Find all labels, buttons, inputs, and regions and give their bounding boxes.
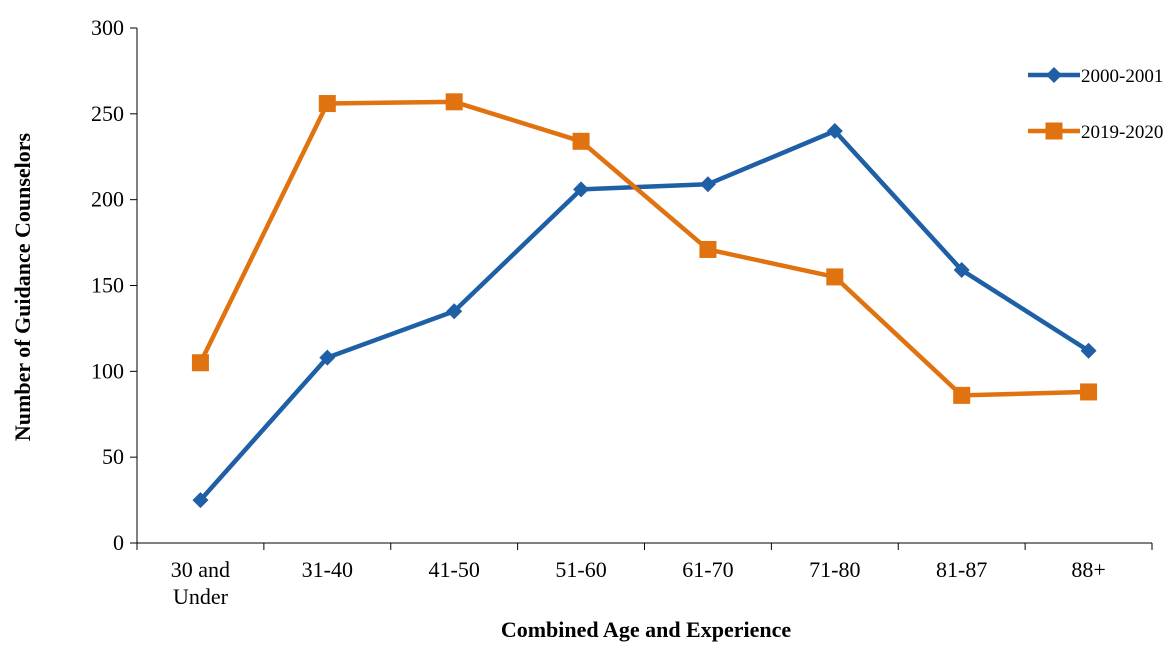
series-1 bbox=[192, 123, 1097, 509]
data-point-square bbox=[572, 132, 590, 150]
data-point-square bbox=[318, 95, 336, 113]
data-point-square bbox=[953, 386, 971, 404]
x-tick-label: 61-70 bbox=[682, 557, 733, 582]
data-point-square bbox=[699, 240, 717, 258]
y-axis-title: Number of Guidance Counselors bbox=[10, 132, 35, 441]
x-tick-label: 71-80 bbox=[809, 557, 860, 582]
legend-item: 2019-2020 bbox=[1028, 122, 1163, 143]
data-point-diamond bbox=[826, 123, 843, 139]
y-tick-label: 300 bbox=[91, 15, 124, 40]
y-tick-label: 50 bbox=[102, 444, 124, 469]
data-point-square bbox=[1045, 122, 1063, 140]
data-point-diamond bbox=[573, 181, 590, 198]
legend-label: 2000-2001 bbox=[1081, 66, 1163, 87]
data-point-diamond bbox=[192, 492, 209, 509]
x-tick-label: 51-60 bbox=[555, 557, 606, 582]
y-tick-label: 150 bbox=[91, 273, 124, 298]
series-2 bbox=[191, 93, 1098, 404]
series-group bbox=[191, 93, 1098, 509]
x-tick-label: 88+ bbox=[1071, 557, 1105, 582]
series-line bbox=[198, 128, 1090, 502]
data-point-square bbox=[191, 354, 209, 372]
legend-label: 2019-2020 bbox=[1081, 122, 1163, 143]
data-point-diamond bbox=[699, 176, 716, 193]
data-point-diamond bbox=[1080, 342, 1097, 359]
data-point-diamond bbox=[446, 303, 463, 320]
data-point-square bbox=[445, 93, 463, 111]
y-tick-label: 0 bbox=[113, 530, 124, 555]
data-point-diamond bbox=[1046, 67, 1062, 83]
x-axis-title: Combined Age and Experience bbox=[501, 617, 792, 642]
data-point-square bbox=[826, 268, 844, 286]
data-point-diamond bbox=[319, 349, 336, 366]
y-tick-label: 200 bbox=[91, 187, 124, 212]
y-ticks: 0 50 100 150 200 250 300 bbox=[91, 15, 137, 555]
series-line bbox=[198, 99, 1089, 398]
legend: 2000-2001 2019-2020 bbox=[1028, 66, 1163, 143]
y-tick-label: 100 bbox=[91, 358, 124, 383]
data-point-square bbox=[1080, 383, 1098, 401]
x-tick-label: 41-50 bbox=[429, 557, 480, 582]
axes bbox=[136, 28, 1152, 544]
data-point-diamond bbox=[953, 262, 970, 279]
x-tick-label: 31-40 bbox=[302, 557, 353, 582]
legend-item: 2000-2001 bbox=[1028, 66, 1163, 87]
y-tick-label: 250 bbox=[91, 101, 124, 126]
x-tick-label: Under bbox=[173, 584, 229, 609]
x-tick-label: 81-87 bbox=[936, 557, 987, 582]
x-tick-label: 30 and bbox=[171, 557, 230, 582]
